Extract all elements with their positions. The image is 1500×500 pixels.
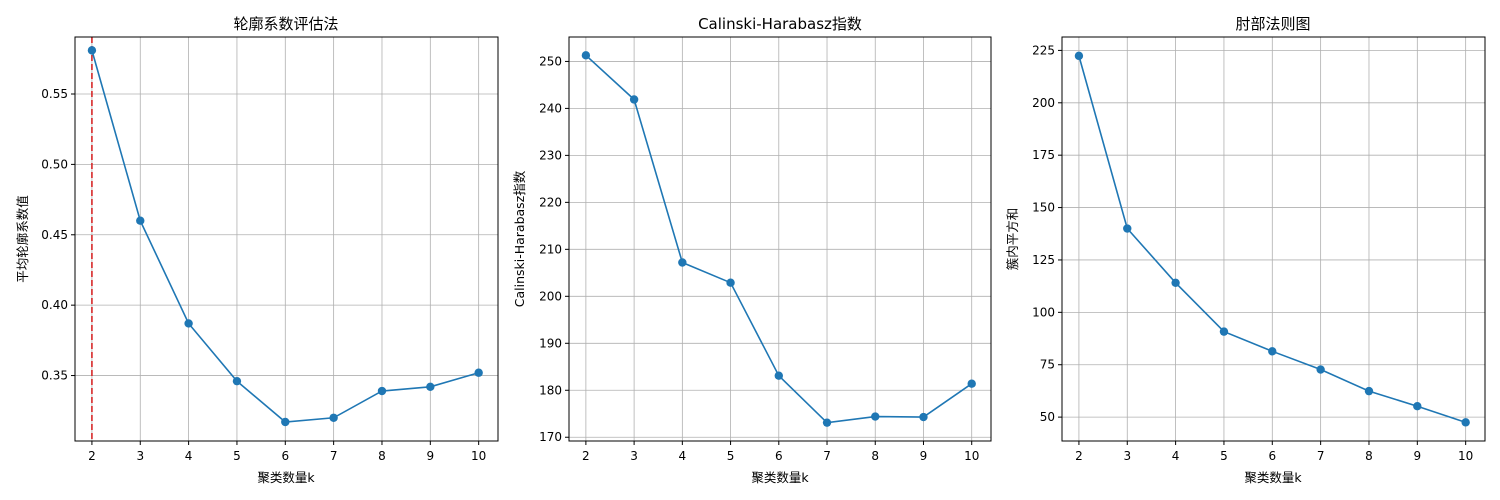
data-point bbox=[1364, 386, 1374, 396]
data-point bbox=[1413, 402, 1422, 411]
data-point bbox=[184, 319, 193, 328]
silhouette-chart: 轮廓系数评估法 聚类数量k 平均轮廓系数值 2 3 4 5 6 7 8 9 10 0.35 0.40… bbox=[15, 15, 499, 485]
x-tick-label: 9 bbox=[920, 449, 928, 463]
y-axis-label: Calinski-Harabasz指数 bbox=[512, 170, 527, 307]
data-point bbox=[774, 371, 783, 380]
x-axis-label: 聚类数量k bbox=[751, 470, 809, 485]
data-point bbox=[822, 418, 832, 427]
plot-frame bbox=[568, 36, 992, 442]
x-tick-label: 8 bbox=[378, 449, 386, 463]
x-tick-label: 4 bbox=[185, 449, 193, 463]
x-tick-label: 6 bbox=[775, 449, 783, 463]
y-tick-label: 0.55 bbox=[41, 87, 68, 101]
data-point bbox=[1268, 347, 1277, 356]
y-tick-label: 225 bbox=[1032, 43, 1055, 57]
data-point bbox=[1074, 51, 1084, 61]
x-tick-label: 10 bbox=[964, 449, 979, 463]
y-axis-label: 簇内平方和 bbox=[1005, 208, 1020, 271]
x-tick-label: 5 bbox=[233, 449, 241, 463]
data-point bbox=[1461, 418, 1470, 427]
x-tick-label: 4 bbox=[679, 449, 687, 463]
y-tick-label: 170 bbox=[539, 430, 562, 444]
y-tick-label: 0.50 bbox=[41, 157, 68, 171]
y-tick-label: 0.40 bbox=[41, 298, 68, 312]
y-tick-label: 180 bbox=[539, 383, 562, 397]
plot-frame bbox=[74, 36, 499, 442]
data-point bbox=[136, 216, 145, 225]
chart-title: Calinski-Harabasz指数 bbox=[698, 15, 862, 33]
data-point bbox=[87, 46, 97, 55]
x-tick-label: 10 bbox=[1458, 449, 1473, 463]
elbow-chart: 肘部法则图 聚类数量k 簇内平方和 2 3 4 5 6 7 8 9 10 50 75 100 125 15… bbox=[1005, 15, 1486, 485]
x-tick-label: 2 bbox=[582, 449, 590, 463]
data-point bbox=[1219, 327, 1229, 336]
y-tick-label: 230 bbox=[539, 148, 562, 162]
x-tick-label: 7 bbox=[1317, 449, 1325, 463]
x-tick-label: 3 bbox=[136, 449, 144, 463]
calinski-harabasz-chart: Calinski-Harabasz指数 聚类数量k Calinski-Harab… bbox=[512, 15, 992, 485]
data-point bbox=[426, 382, 435, 392]
x-tick-label: 2 bbox=[1075, 449, 1083, 463]
x-tick-label: 6 bbox=[1268, 449, 1276, 463]
data-point bbox=[1123, 224, 1132, 233]
x-tick-label: 5 bbox=[727, 449, 735, 463]
y-tick-label: 200 bbox=[1032, 96, 1055, 110]
x-tick-label: 3 bbox=[1123, 449, 1131, 463]
data-point bbox=[377, 386, 387, 396]
data-point bbox=[967, 379, 976, 388]
y-axis-label: 平均轮廓系数值 bbox=[15, 195, 30, 283]
y-tick-label: 210 bbox=[539, 242, 562, 256]
data-point bbox=[329, 413, 338, 422]
data-point bbox=[726, 278, 735, 287]
y-tick-label: 220 bbox=[539, 195, 562, 209]
x-tick-label: 8 bbox=[1365, 449, 1373, 463]
x-tick-label: 7 bbox=[823, 449, 831, 463]
data-point bbox=[1316, 365, 1325, 374]
x-tick-label: 8 bbox=[871, 449, 879, 463]
y-tick-label: 0.45 bbox=[41, 228, 68, 242]
x-tick-label: 2 bbox=[88, 449, 96, 463]
chart-title: 肘部法则图 bbox=[1235, 15, 1310, 33]
x-tick-label: 10 bbox=[471, 449, 486, 463]
x-tick-label: 5 bbox=[1220, 449, 1228, 463]
y-tick-label: 200 bbox=[539, 289, 562, 303]
data-point bbox=[629, 95, 639, 104]
chart-title: 轮廓系数评估法 bbox=[233, 15, 338, 33]
y-tick-label: 250 bbox=[539, 54, 562, 68]
data-point bbox=[678, 258, 687, 267]
x-tick-label: 7 bbox=[330, 449, 338, 463]
x-tick-label: 9 bbox=[426, 449, 434, 463]
x-axis-label: 聚类数量k bbox=[257, 470, 315, 485]
y-tick-label: 240 bbox=[539, 101, 562, 115]
y-tick-label: 190 bbox=[539, 336, 562, 350]
y-tick-label: 100 bbox=[1032, 305, 1055, 319]
x-tick-label: 6 bbox=[281, 449, 289, 463]
plot-frame bbox=[1061, 36, 1486, 442]
x-tick-label: 9 bbox=[1413, 449, 1421, 463]
y-tick-label: 125 bbox=[1032, 253, 1055, 267]
y-tick-label: 75 bbox=[1040, 358, 1055, 372]
y-tick-label: 50 bbox=[1040, 410, 1055, 424]
data-point bbox=[232, 376, 242, 386]
data-point bbox=[871, 412, 880, 421]
data-point bbox=[581, 51, 591, 60]
x-tick-label: 4 bbox=[1172, 449, 1180, 463]
y-tick-label: 175 bbox=[1032, 148, 1055, 162]
data-point bbox=[1171, 278, 1180, 287]
data-point bbox=[474, 368, 483, 377]
y-tick-label: 0.35 bbox=[41, 369, 68, 383]
data-point bbox=[281, 417, 290, 427]
x-axis-label: 聚类数量k bbox=[1244, 470, 1302, 485]
y-tick-label: 150 bbox=[1032, 201, 1055, 215]
data-point bbox=[919, 412, 928, 422]
x-tick-label: 3 bbox=[630, 449, 638, 463]
